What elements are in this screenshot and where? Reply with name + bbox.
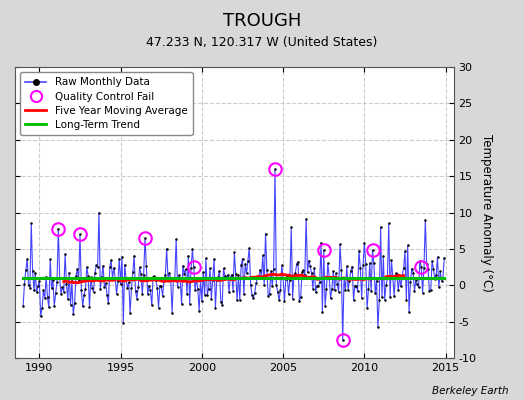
- Text: TROUGH: TROUGH: [223, 12, 301, 30]
- Title: TROUGH
47.233 N, 120.317 W (United States): TROUGH 47.233 N, 120.317 W (United State…: [0, 399, 1, 400]
- Y-axis label: Temperature Anomaly (°C): Temperature Anomaly (°C): [481, 134, 493, 292]
- Text: 47.233 N, 120.317 W (United States): 47.233 N, 120.317 W (United States): [146, 36, 378, 49]
- Text: Berkeley Earth: Berkeley Earth: [432, 386, 508, 396]
- Legend: Raw Monthly Data, Quality Control Fail, Five Year Moving Average, Long-Term Tren: Raw Monthly Data, Quality Control Fail, …: [20, 72, 192, 135]
